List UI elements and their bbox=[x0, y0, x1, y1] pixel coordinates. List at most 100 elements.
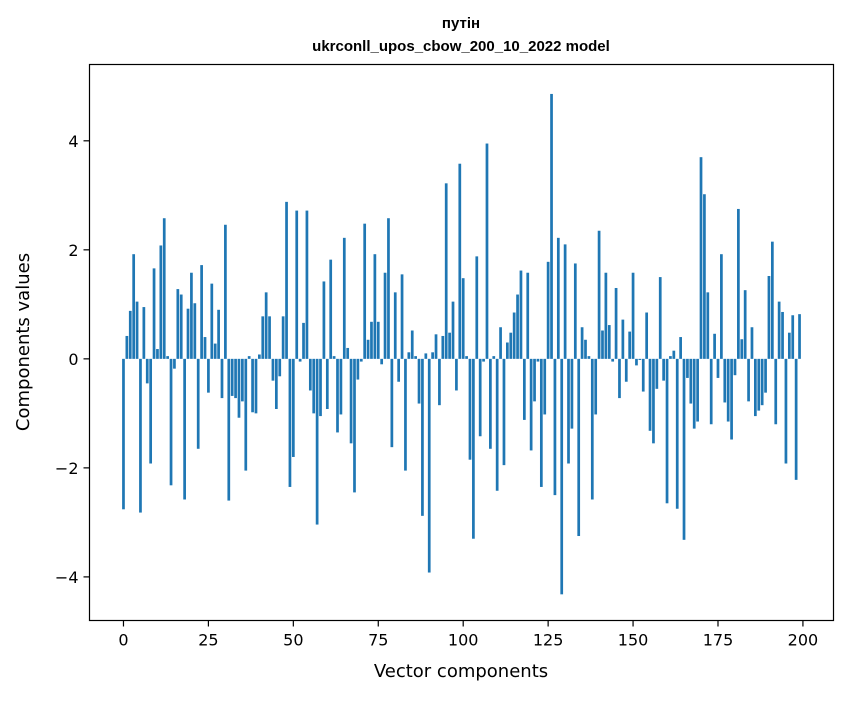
bar-108 bbox=[489, 358, 492, 449]
bar-77 bbox=[383, 272, 387, 359]
bar-99 bbox=[458, 163, 462, 359]
y-tick-label: 2 bbox=[68, 241, 78, 260]
bar-105 bbox=[478, 358, 482, 437]
bar-167 bbox=[689, 358, 693, 404]
bar-37 bbox=[247, 356, 251, 359]
bar-79 bbox=[390, 358, 394, 448]
x-tick-label: 25 bbox=[198, 631, 218, 650]
bar-33 bbox=[234, 358, 237, 399]
bar-44 bbox=[271, 358, 275, 381]
bar-8 bbox=[149, 358, 153, 464]
bar-113 bbox=[506, 342, 509, 359]
bar-154 bbox=[645, 312, 649, 359]
bar-181 bbox=[737, 208, 740, 359]
bar-142 bbox=[604, 272, 608, 359]
bar-184 bbox=[747, 358, 750, 402]
bar-83 bbox=[404, 358, 407, 471]
bar-110 bbox=[495, 358, 499, 491]
bar-185 bbox=[750, 327, 754, 359]
bar-188 bbox=[760, 358, 764, 406]
bar-197 bbox=[791, 315, 795, 359]
bar-186 bbox=[754, 358, 757, 417]
bar-47 bbox=[281, 316, 285, 359]
bar-58 bbox=[319, 358, 322, 417]
bar-195 bbox=[784, 358, 788, 464]
bar-139 bbox=[594, 358, 598, 415]
bar-82 bbox=[400, 274, 404, 359]
bar-2 bbox=[128, 310, 132, 359]
bar-163 bbox=[675, 358, 679, 509]
y-axis-label: Components values bbox=[13, 253, 34, 431]
bar-76 bbox=[380, 358, 384, 365]
y-tick-label: −2 bbox=[55, 459, 79, 478]
bar-86 bbox=[414, 356, 417, 359]
bar-73 bbox=[370, 321, 373, 359]
bar-127 bbox=[553, 358, 557, 496]
bar-170 bbox=[699, 157, 703, 359]
bar-156 bbox=[652, 358, 655, 444]
bar-30 bbox=[224, 224, 227, 359]
x-tick-label: 0 bbox=[118, 631, 128, 650]
bar-39 bbox=[254, 358, 258, 414]
bar-109 bbox=[492, 356, 496, 359]
plot-frame bbox=[88, 63, 835, 622]
bar-133 bbox=[573, 263, 577, 359]
bar-159 bbox=[662, 358, 665, 381]
bar-134 bbox=[577, 358, 581, 537]
bar-112 bbox=[502, 358, 506, 466]
bar-93 bbox=[438, 358, 441, 406]
bar-162 bbox=[672, 350, 676, 359]
bar-160 bbox=[665, 358, 669, 504]
bar-147 bbox=[621, 319, 625, 359]
x-tick-label: 100 bbox=[448, 631, 479, 650]
bar-36 bbox=[244, 358, 248, 471]
bar-140 bbox=[597, 230, 601, 359]
bar-180 bbox=[733, 358, 737, 376]
x-axis-ticks: 0 25 50 75 100 125 150 175 200 bbox=[118, 620, 818, 650]
bar-106 bbox=[482, 358, 485, 362]
bar-183 bbox=[743, 290, 747, 359]
bar-32 bbox=[230, 358, 234, 396]
bar-182 bbox=[740, 339, 744, 359]
bar-161 bbox=[669, 356, 672, 359]
bar-179 bbox=[730, 358, 733, 440]
x-tick-label: 125 bbox=[533, 631, 564, 650]
bar-173 bbox=[709, 358, 713, 425]
bar-130 bbox=[563, 244, 567, 359]
bar-74 bbox=[373, 254, 377, 359]
bar-174 bbox=[713, 333, 716, 359]
bar-66 bbox=[346, 347, 350, 359]
bar-155 bbox=[648, 358, 652, 431]
bar-91 bbox=[431, 352, 434, 359]
bar-143 bbox=[607, 325, 611, 359]
bar-63 bbox=[336, 358, 339, 433]
bar-12 bbox=[162, 218, 166, 359]
bar-124 bbox=[543, 358, 547, 415]
x-axis-label: Vector components bbox=[374, 661, 548, 682]
bar-53 bbox=[302, 322, 305, 359]
bar-16 bbox=[176, 289, 180, 359]
bar-64 bbox=[339, 358, 343, 415]
bar-31 bbox=[227, 358, 231, 501]
x-tick-label: 75 bbox=[368, 631, 388, 650]
bar-132 bbox=[570, 358, 574, 429]
y-tick-label: 4 bbox=[68, 132, 78, 151]
bar-157 bbox=[655, 358, 659, 389]
bar-10 bbox=[156, 349, 159, 359]
bar-121 bbox=[533, 358, 536, 402]
bar-104 bbox=[475, 256, 479, 359]
bar-29 bbox=[220, 358, 224, 399]
bar-177 bbox=[723, 358, 727, 403]
bar-55 bbox=[308, 358, 312, 391]
bar-115 bbox=[512, 312, 516, 359]
bar-71 bbox=[363, 223, 367, 359]
y-tick-label: 0 bbox=[68, 350, 78, 369]
bar-60 bbox=[325, 358, 329, 409]
bar-95 bbox=[444, 183, 448, 359]
x-tick-label: 150 bbox=[618, 631, 649, 650]
bar-119 bbox=[526, 272, 530, 359]
bar-88 bbox=[421, 358, 424, 516]
bar-43 bbox=[268, 316, 271, 359]
bar-144 bbox=[611, 358, 615, 362]
